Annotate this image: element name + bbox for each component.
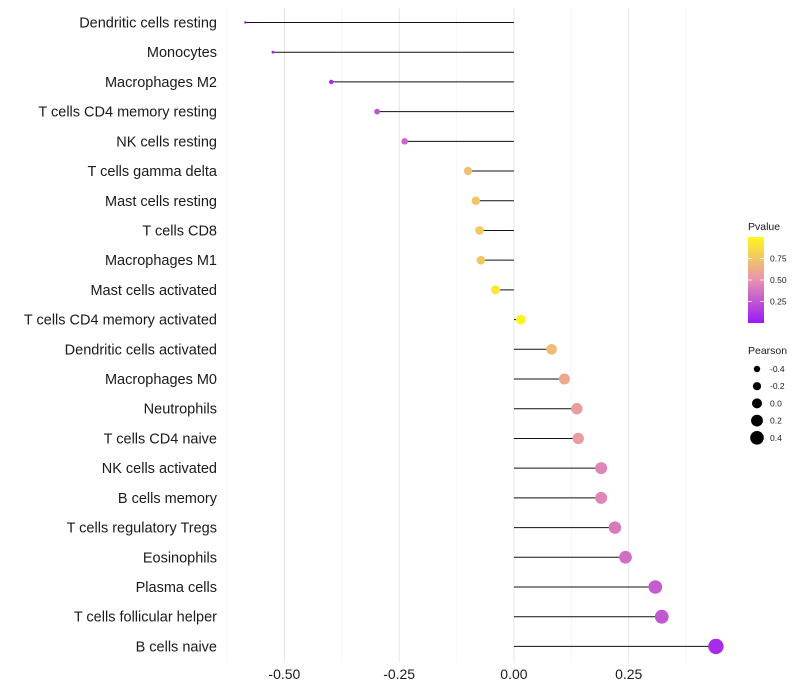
lollipop-point bbox=[648, 580, 663, 594]
lollipop-point bbox=[476, 255, 486, 265]
category-label: T cells regulatory Tregs bbox=[67, 521, 217, 537]
category-label: Neutrophils bbox=[144, 402, 217, 418]
size-key-dot bbox=[752, 382, 762, 391]
lollipop-point bbox=[558, 373, 570, 385]
size-key-label: -0.4 bbox=[770, 364, 785, 374]
colorbar-tick-label: 0.50 bbox=[770, 275, 787, 285]
category-label: T cells CD4 memory resting bbox=[38, 105, 217, 121]
lollipop-point bbox=[244, 21, 247, 24]
lollipop-point bbox=[654, 609, 669, 624]
lollipop-point bbox=[475, 226, 484, 235]
x-tick-label: -0.50 bbox=[268, 666, 300, 682]
lollipop-point bbox=[571, 403, 583, 415]
lollipop-point bbox=[491, 285, 501, 295]
category-label: Plasma cells bbox=[136, 580, 217, 596]
lollipop-point bbox=[595, 491, 608, 504]
category-label: Mast cells activated bbox=[90, 283, 217, 299]
lollipop-point bbox=[595, 462, 608, 475]
lollipop-point bbox=[329, 79, 334, 85]
lollipop-point bbox=[463, 166, 473, 176]
lollipop-point bbox=[546, 343, 557, 355]
lollipop-point bbox=[401, 138, 408, 145]
lollipop-point bbox=[515, 314, 526, 325]
category-label: NK cells activated bbox=[102, 461, 217, 477]
lollipop-point bbox=[471, 196, 481, 206]
colorbar-tick-label: 0.25 bbox=[770, 297, 787, 307]
x-tick-label: 0.25 bbox=[615, 666, 642, 682]
category-labels: Dendritic cells resting Monocytes Macropha… bbox=[24, 16, 218, 656]
category-label: T cells follicular helper bbox=[74, 610, 217, 626]
lollipop-point bbox=[708, 638, 724, 655]
grid-lines bbox=[226, 8, 687, 662]
legend: Pvalue 0.25 0.50 0.75 Pearson -0.4 -0.2 0.0 0… bbox=[748, 221, 787, 445]
size-key-dot bbox=[752, 398, 762, 409]
size-key-label: 0.2 bbox=[770, 416, 782, 426]
size-key-label: 0.0 bbox=[770, 398, 782, 408]
category-label: T cells CD8 bbox=[142, 223, 217, 239]
category-label: Eosinophils bbox=[143, 550, 217, 566]
lollipop-points bbox=[244, 21, 724, 655]
category-label: B cells naive bbox=[136, 639, 217, 655]
x-tick-label: 0.00 bbox=[500, 666, 527, 682]
lollipop-stems bbox=[245, 22, 716, 647]
x-axis-tick-labels: -0.50 -0.25 0.00 0.25 bbox=[268, 666, 642, 682]
size-key-label: 0.4 bbox=[770, 433, 782, 443]
lollipop-point bbox=[572, 432, 584, 445]
category-label: Dendritic cells activated bbox=[65, 342, 217, 358]
pearson-legend-title: Pearson bbox=[748, 345, 787, 357]
size-key-dot bbox=[750, 431, 764, 445]
category-label: Macrophages M2 bbox=[105, 75, 217, 91]
size-key-dot bbox=[751, 414, 763, 427]
category-label: T cells CD4 naive bbox=[104, 431, 217, 447]
lollipop-point bbox=[619, 550, 632, 564]
category-label: Mast cells resting bbox=[105, 194, 217, 210]
category-label: Macrophages M1 bbox=[105, 253, 217, 269]
category-label: B cells memory bbox=[118, 491, 218, 507]
lollipop-point bbox=[271, 50, 275, 54]
lollipop-point bbox=[374, 108, 380, 115]
pearson-legend: Pearson -0.4 -0.2 0.0 0.2 0.4 bbox=[748, 345, 787, 445]
category-label: NK cells resting bbox=[116, 134, 217, 150]
category-label: Monocytes bbox=[147, 45, 217, 61]
colorbar-tick-label: 0.75 bbox=[770, 254, 787, 264]
pvalue-legend-title: Pvalue bbox=[748, 221, 780, 233]
x-tick-label: -0.25 bbox=[383, 666, 415, 682]
pvalue-legend: Pvalue 0.25 0.50 0.75 bbox=[748, 221, 787, 323]
lollipop-point bbox=[608, 521, 622, 534]
category-label: Dendritic cells resting bbox=[79, 16, 217, 32]
size-key-dot bbox=[753, 365, 761, 373]
category-label: T cells gamma delta bbox=[88, 164, 218, 180]
category-label: T cells CD4 memory activated bbox=[24, 313, 217, 329]
category-label: Macrophages M0 bbox=[105, 372, 217, 388]
size-key-label: -0.2 bbox=[770, 381, 785, 391]
